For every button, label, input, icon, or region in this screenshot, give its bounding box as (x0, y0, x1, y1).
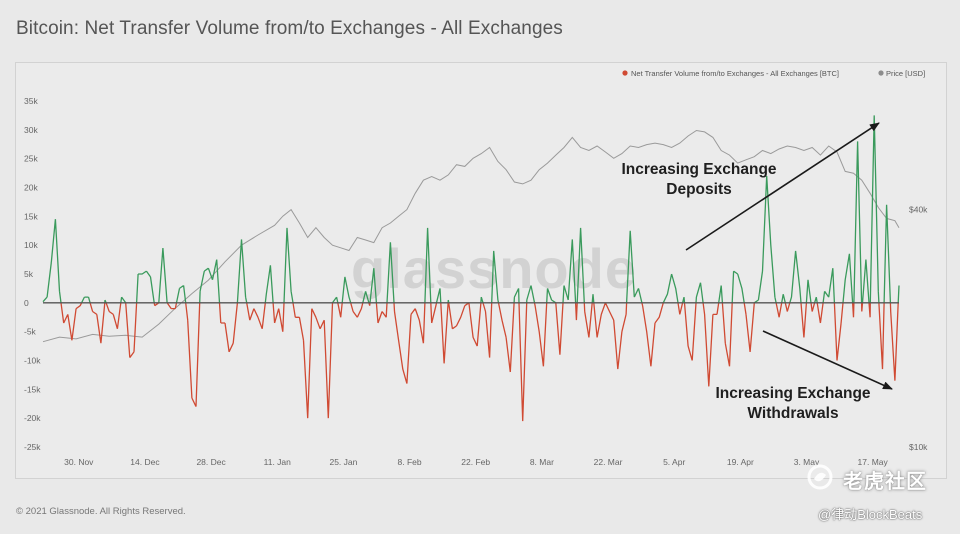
x-tick-label: 19. Apr (727, 457, 754, 467)
x-tick-label: 5. Apr (663, 457, 685, 467)
y-tick-label: 0 (24, 298, 29, 308)
y-tick-label: 5k (24, 269, 34, 279)
x-tick-label: 14. Dec (130, 457, 160, 467)
y-tick-label: -10k (24, 356, 41, 366)
community-watermark: 老虎社区 (843, 471, 927, 493)
community-logo-icon (807, 464, 833, 490)
x-tick-label: 11. Jan (264, 457, 292, 467)
y-tick-label: -15k (24, 384, 41, 394)
y-tick-label: -25k (24, 442, 41, 452)
y-tick-label: 10k (24, 240, 38, 250)
y-tick-label: -20k (24, 413, 41, 423)
y-tick-label: 35k (24, 96, 38, 106)
annotation-deposits: Increasing Exchange (621, 161, 776, 178)
chart-svg: glassnode35k30k25k20k15k10k5k0-5k-10k-15… (24, 69, 928, 467)
deposits-arrow (685, 122, 880, 251)
series-line-price (42, 129, 900, 343)
annotation-deposits: Deposits (666, 181, 731, 198)
annotation-withdrawals: Withdrawals (747, 405, 838, 422)
x-tick-label: 8. Mar (530, 457, 554, 467)
chart-title: Bitcoin: Net Transfer Volume from/to Exc… (16, 18, 563, 39)
y2-tick-label: $40k (909, 205, 928, 215)
x-tick-label: 30. Nov (64, 457, 94, 467)
x-tick-label: 22. Feb (461, 457, 490, 467)
x-tick-label: 22. Mar (594, 457, 623, 467)
legend-label-price: Price [USD] (886, 69, 925, 78)
x-tick-label: 17. May (858, 457, 889, 467)
x-tick-label: 8. Feb (398, 457, 422, 467)
y-tick-label: 25k (24, 154, 38, 164)
y-tick-label: 20k (24, 183, 38, 193)
y-tick-label: -5k (24, 327, 37, 337)
x-tick-label: 3. May (794, 457, 820, 467)
legend-marker-net (622, 70, 628, 76)
chart-panel: glassnode 35k 30k 25k 20k 15k 10k 5k 0 -5k -10k -15… (15, 62, 947, 479)
annotation-withdrawals: Increasing Exchange (715, 385, 870, 402)
legend-marker-price (878, 70, 884, 76)
x-tick-label: 25. Jan (329, 457, 357, 467)
y-tick-label: 30k (24, 125, 38, 135)
handle-watermark: @律动BlockBeats (818, 507, 923, 522)
copyright-footer: © 2021 Glassnode. All Rights Reserved. (16, 506, 186, 517)
legend-label-net: Net Transfer Volume from/to Exchanges - … (631, 69, 839, 78)
series-line-inflow (42, 115, 900, 304)
series-line-outflow (60, 302, 899, 422)
x-tick-label: 28. Dec (196, 457, 226, 467)
withdrawals-arrow (762, 330, 893, 390)
y-tick-label: 15k (24, 211, 38, 221)
y2-tick-label: $10k (909, 442, 928, 452)
